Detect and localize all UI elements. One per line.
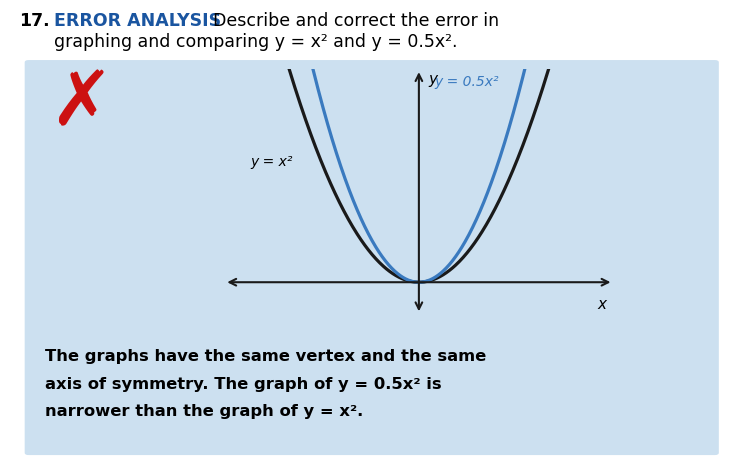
Text: narrower than the graph of y = x².: narrower than the graph of y = x². bbox=[45, 404, 363, 419]
Text: y = 0.5x²: y = 0.5x² bbox=[435, 75, 499, 89]
Text: graphing and comparing y = x² and y = 0.5x².: graphing and comparing y = x² and y = 0.… bbox=[54, 33, 457, 51]
Text: ERROR ANALYSIS: ERROR ANALYSIS bbox=[54, 12, 221, 30]
Text: y = x²: y = x² bbox=[251, 155, 292, 170]
Text: 17.: 17. bbox=[19, 12, 49, 30]
Text: The graphs have the same vertex and the same: The graphs have the same vertex and the … bbox=[45, 349, 486, 364]
Text: axis of symmetry. The graph of y = 0.5x² is: axis of symmetry. The graph of y = 0.5x²… bbox=[45, 377, 441, 391]
Text: Describe and correct the error in: Describe and correct the error in bbox=[213, 12, 500, 30]
Text: y: y bbox=[428, 72, 437, 87]
FancyBboxPatch shape bbox=[25, 60, 719, 455]
Text: ✗: ✗ bbox=[49, 67, 113, 141]
Text: x: x bbox=[598, 297, 607, 312]
